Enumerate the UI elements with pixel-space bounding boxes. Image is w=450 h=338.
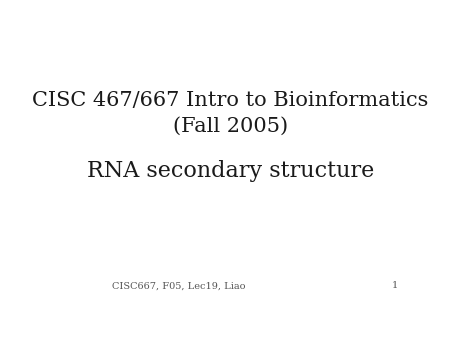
Text: RNA secondary structure: RNA secondary structure (87, 160, 374, 182)
Text: 1: 1 (392, 282, 398, 290)
Text: CISC667, F05, Lec19, Liao: CISC667, F05, Lec19, Liao (112, 282, 245, 290)
Text: CISC 467/667 Intro to Bioinformatics
(Fall 2005): CISC 467/667 Intro to Bioinformatics (Fa… (32, 92, 429, 136)
